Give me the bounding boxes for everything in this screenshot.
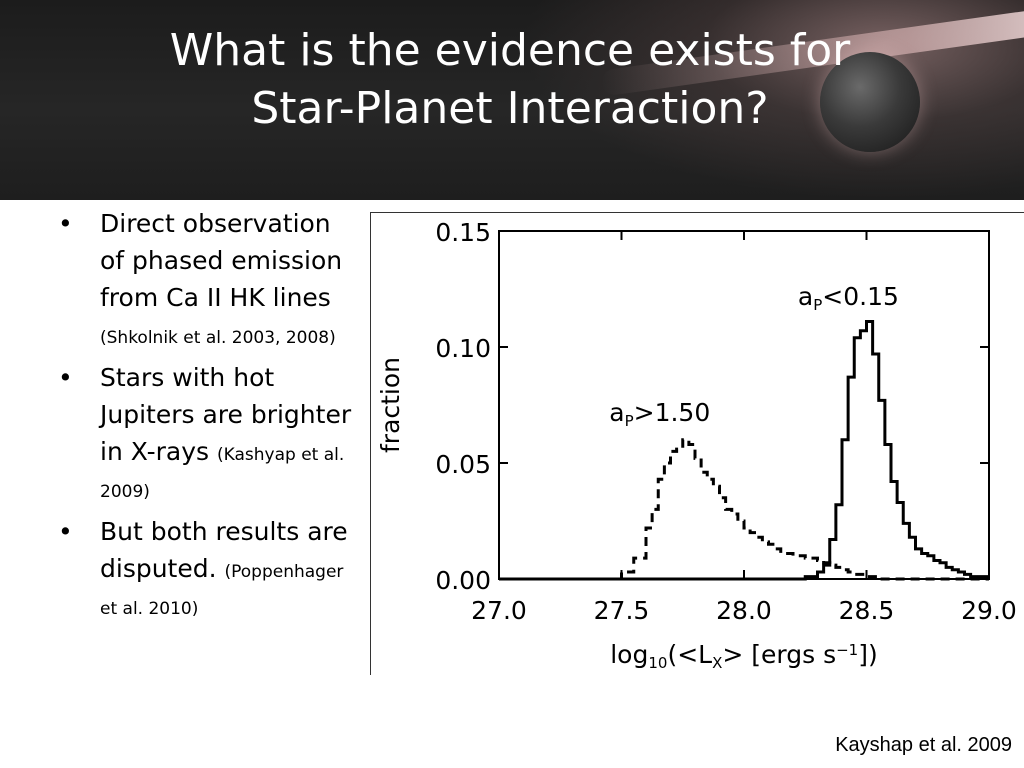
y-tick-label: 0.00 [435, 566, 491, 595]
series-line-close-planets [499, 319, 989, 581]
x-tick-label: 28.0 [716, 596, 772, 625]
bullet-item: Stars with hot Jupiters are brighter in … [58, 359, 358, 507]
title-line-1: What is the evidence exists for [169, 25, 851, 76]
title-banner: What is the evidence exists for Star-Pla… [0, 0, 1024, 200]
y-tick-label: 0.15 [435, 218, 491, 247]
series-annotation: aP>1.50 [609, 398, 710, 430]
x-tick-label: 28.5 [839, 596, 895, 625]
bullet-citation: (Poppenhager et al. 2010) [100, 562, 344, 619]
y-tick-label: 0.05 [435, 450, 491, 479]
planet-image [820, 52, 920, 152]
bullet-text: Direct observation of phased emission fr… [100, 209, 343, 312]
slide-title: What is the evidence exists for Star-Pla… [60, 22, 960, 138]
x-tick-label: 27.0 [471, 596, 527, 625]
bullet-item: But both results are disputed. (Poppenha… [58, 513, 358, 624]
source-credit: Kayshap et al. 2009 [835, 734, 1012, 756]
histogram-chart: 27.0 27.5 28.0 28.5 29.0 0.00 0.05 0.10 0.15 frac… [376, 218, 1017, 672]
x-tick-label: 29.0 [961, 596, 1017, 625]
y-axis-label: fraction [376, 357, 405, 453]
bullet-list: Direct observation of phased emission fr… [58, 205, 358, 630]
bullet-citation: (Shkolnik et al. 2003, 2008) [100, 328, 336, 348]
bullet-text: But both results are disputed. [100, 517, 348, 583]
series-annotation: aP<0.15 [798, 282, 899, 314]
x-tick-label: 27.5 [594, 596, 650, 625]
x-axis-label: log10(<LX> [ergs s−1]) [610, 640, 878, 672]
y-tick-label: 0.10 [435, 334, 491, 363]
bullet-text: Stars with hot Jupiters are brighter in … [100, 363, 352, 466]
chart-image-frame: 27.0 27.5 28.0 28.5 29.0 0.00 0.05 0.10 0.15 frac… [370, 212, 1024, 675]
bullet-citation: (Kashyap et al. 2009) [100, 445, 345, 502]
title-line-2: Star-Planet Interaction? [251, 83, 769, 134]
bullet-item: Direct observation of phased emission fr… [58, 205, 358, 353]
series-line-far-planets [499, 438, 989, 581]
